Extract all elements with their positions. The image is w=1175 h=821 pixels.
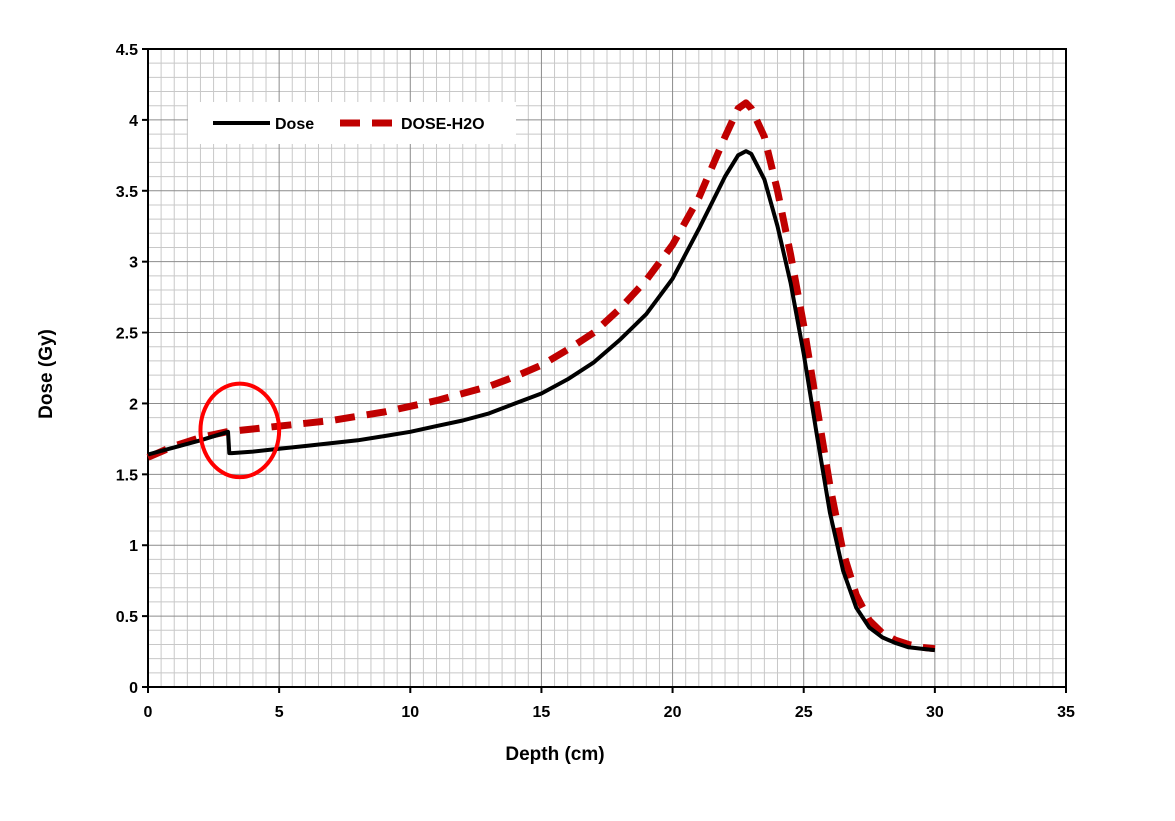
y-tick-label: 1 [129, 538, 138, 555]
y-tick-label: 1.5 [116, 467, 138, 484]
x-axis-title: Depth (cm) [505, 744, 604, 765]
x-tick-label: 15 [533, 704, 551, 721]
y-tick-label: 2.5 [116, 326, 138, 343]
plot-area-border [147, 48, 1067, 688]
x-tick-label: 5 [275, 704, 284, 721]
y-tick-label: 0 [129, 680, 138, 697]
annotations [198, 381, 282, 480]
y-tick-label: 3.5 [116, 184, 138, 201]
y-axis-ticks: 0 0.5 1 1.5 2 2.5 3 3.5 4 4.5 [116, 42, 148, 697]
x-tick-label: 20 [664, 704, 682, 721]
y-tick-label: 4 [129, 113, 138, 130]
legend: Dose DOSE-H2O [188, 102, 516, 144]
x-tick-label: 35 [1057, 704, 1075, 721]
y-tick-label: 2 [129, 396, 138, 413]
y-tick-label: 0.5 [116, 609, 138, 626]
series-line-dose-h2o [146, 99, 936, 653]
x-tick-label: 0 [144, 704, 153, 721]
y-tick-label: 4.5 [116, 42, 138, 59]
y-axis-title: Dose (Gy) [36, 329, 57, 419]
x-tick-label: 25 [795, 704, 813, 721]
grid-lines [147, 48, 1067, 688]
legend-label-dose: Dose [275, 116, 314, 133]
highlight-ellipse [198, 381, 282, 480]
y-tick-label: 3 [129, 255, 138, 272]
x-axis-ticks: 0 5 10 15 20 25 30 35 [144, 687, 1075, 721]
x-tick-label: 30 [926, 704, 944, 721]
plot-frame [147, 48, 1067, 688]
x-tick-label: 10 [401, 704, 419, 721]
legend-label-dose-h2o: DOSE-H2O [401, 116, 485, 133]
